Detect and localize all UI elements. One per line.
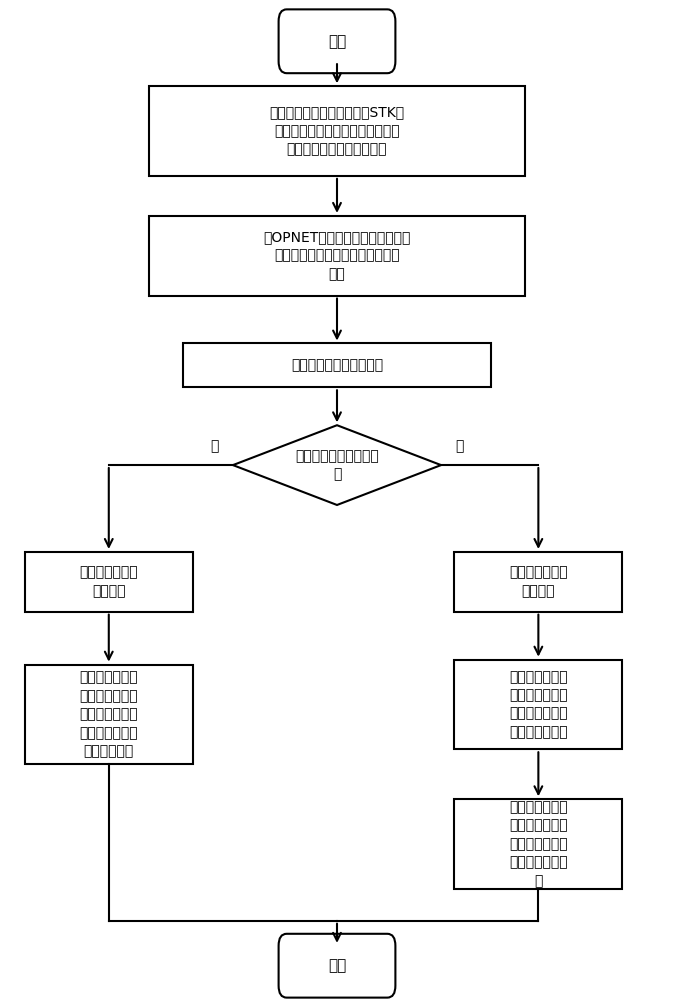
- Text: 是: 是: [456, 439, 464, 453]
- Text: 根据接收时隙和
和四个队列发送
时隙的约束设计
适应大容量业务
的优化帧结构: 根据接收时隙和 和四个队列发送 时隙的约束设计 适应大容量业务 的优化帧结构: [80, 671, 138, 758]
- Polygon shape: [233, 425, 441, 505]
- Text: 否: 否: [210, 439, 218, 453]
- Text: 开始: 开始: [328, 34, 346, 49]
- Text: 根据星间断链建链规则以及STK导
出的卫星经纬度文件，可得到每个
拓扑快照下的连通关系矩阵: 根据星间断链建链规则以及STK导 出的卫星经纬度文件，可得到每个 拓扑快照下的连…: [270, 106, 404, 156]
- FancyBboxPatch shape: [278, 934, 396, 998]
- Bar: [454, 660, 622, 749]
- Bar: [454, 799, 622, 889]
- FancyBboxPatch shape: [278, 9, 396, 73]
- Text: 利用传播时延的
概率分布模型设
计适应大容量业
务的优化帧结构: 利用传播时延的 概率分布模型设 计适应大容量业 务的优化帧结构: [509, 670, 568, 739]
- Bar: [183, 343, 491, 387]
- Text: 利用传播时延的
概率分布模型设
计适应时延敏感
业务的优化帧结
构: 利用传播时延的 概率分布模型设 计适应时延敏感 业务的优化帧结 构: [509, 800, 568, 888]
- Text: 是否是多天线多功放场
景: 是否是多天线多功放场 景: [295, 449, 379, 481]
- Text: 利用极值设计初
始帧结构: 利用极值设计初 始帧结构: [80, 566, 138, 598]
- Text: 利用极值设计初
始帧结构: 利用极值设计初 始帧结构: [509, 566, 568, 598]
- Text: 规划卫星节点的收发状态: 规划卫星节点的收发状态: [291, 358, 383, 372]
- Bar: [25, 552, 193, 612]
- Text: 在OPNET平台上，读取连通关系矩
阵，统计整网传播时延的概率分布
模型: 在OPNET平台上，读取连通关系矩 阵，统计整网传播时延的概率分布 模型: [264, 230, 410, 281]
- Bar: [454, 552, 622, 612]
- Bar: [149, 216, 525, 296]
- Text: 结束: 结束: [328, 958, 346, 973]
- Bar: [149, 86, 525, 176]
- Bar: [25, 665, 193, 764]
